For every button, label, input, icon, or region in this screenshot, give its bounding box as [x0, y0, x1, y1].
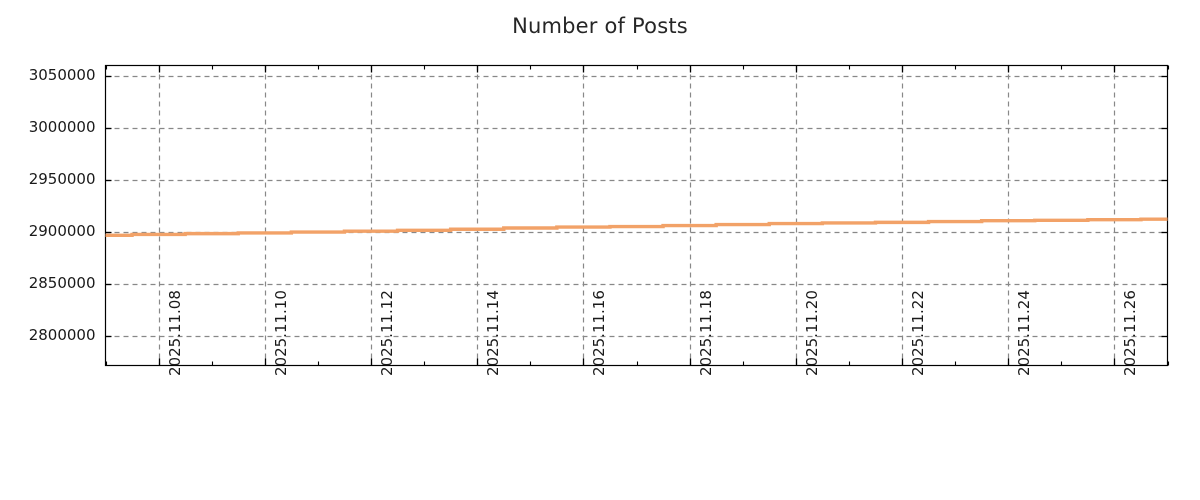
y-axis-tick-label: 2800000: [28, 326, 96, 345]
x-axis-tick-label: 2025.11.18: [696, 289, 715, 376]
x-axis-tick-label: 2025.11.12: [377, 289, 396, 376]
y-axis-tick-label: 2850000: [28, 274, 96, 293]
x-axis-tick-label: 2025.11.20: [802, 289, 821, 376]
y-axis-tick-label: 3050000: [28, 65, 96, 84]
x-gridlines: [158, 65, 1116, 366]
plot-frame: [104, 64, 1169, 367]
x-axis-tick-label: 2025.11.10: [271, 289, 290, 376]
axis-ticks: [105, 65, 1170, 366]
y-axis-tick-label: 3000000: [28, 118, 96, 136]
x-axis-tick-label: 2025.11.24: [1014, 289, 1033, 376]
x-axis-tick-label: 2025.11.14: [483, 289, 502, 376]
y-gridlines: [105, 75, 1168, 338]
x-axis-tick-label: 2025.11.22: [908, 289, 927, 376]
data-series-line: [105, 217, 1168, 237]
y-axis-tick-label: 2900000: [28, 222, 96, 241]
x-axis-tick-label: 2025.11.08: [165, 289, 184, 376]
x-axis-tick-label: 2025.11.16: [589, 289, 608, 376]
chart-title: Number of Posts: [512, 14, 688, 38]
x-axis-tick-label: 2025.11.26: [1120, 289, 1139, 376]
y-axis-tick-label: 2950000: [28, 170, 96, 189]
